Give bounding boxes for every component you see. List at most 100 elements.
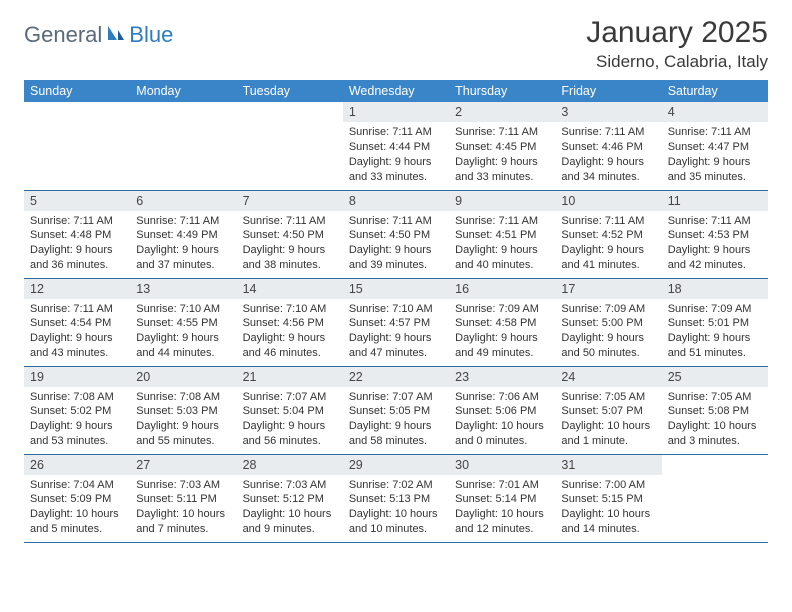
day-number: 16: [449, 279, 555, 299]
day-number: 4: [662, 102, 768, 122]
day-detail-line: Sunrise: 7:10 AM: [243, 302, 337, 317]
day-details: Sunrise: 7:05 AMSunset: 5:08 PMDaylight:…: [662, 387, 768, 453]
calendar-day-cell: 1Sunrise: 7:11 AMSunset: 4:44 PMDaylight…: [343, 102, 449, 190]
day-detail-line: Sunrise: 7:11 AM: [455, 125, 549, 140]
day-number: 30: [449, 455, 555, 475]
day-details: Sunrise: 7:11 AMSunset: 4:54 PMDaylight:…: [24, 299, 130, 365]
day-detail-line: Sunrise: 7:03 AM: [243, 478, 337, 493]
calendar-day-cell: 2Sunrise: 7:11 AMSunset: 4:45 PMDaylight…: [449, 102, 555, 190]
logo-text-blue: Blue: [129, 22, 173, 48]
day-details: Sunrise: 7:03 AMSunset: 5:12 PMDaylight:…: [237, 475, 343, 541]
calendar-day-cell: 24Sunrise: 7:05 AMSunset: 5:07 PMDayligh…: [555, 366, 661, 454]
calendar-day-cell: 6Sunrise: 7:11 AMSunset: 4:49 PMDaylight…: [130, 190, 236, 278]
day-details: [130, 122, 236, 129]
day-number: 8: [343, 191, 449, 211]
day-details: Sunrise: 7:00 AMSunset: 5:15 PMDaylight:…: [555, 475, 661, 541]
calendar-day-cell: 10Sunrise: 7:11 AMSunset: 4:52 PMDayligh…: [555, 190, 661, 278]
day-detail-line: Sunset: 5:08 PM: [668, 404, 762, 419]
day-details: Sunrise: 7:08 AMSunset: 5:03 PMDaylight:…: [130, 387, 236, 453]
day-detail-line: Daylight: 10 hours: [561, 507, 655, 522]
day-detail-line: and 56 minutes.: [243, 434, 337, 449]
day-detail-line: Sunset: 5:12 PM: [243, 492, 337, 507]
day-details: Sunrise: 7:03 AMSunset: 5:11 PMDaylight:…: [130, 475, 236, 541]
logo-sail-icon: [106, 24, 126, 47]
day-number: 18: [662, 279, 768, 299]
month-title: January 2025: [586, 16, 768, 50]
day-detail-line: Sunset: 5:01 PM: [668, 316, 762, 331]
day-details: Sunrise: 7:11 AMSunset: 4:49 PMDaylight:…: [130, 211, 236, 277]
day-detail-line: and 7 minutes.: [136, 522, 230, 537]
day-detail-line: Daylight: 9 hours: [136, 419, 230, 434]
day-number: 17: [555, 279, 661, 299]
day-details: [24, 122, 130, 129]
day-detail-line: Sunset: 5:04 PM: [243, 404, 337, 419]
day-detail-line: Sunrise: 7:07 AM: [349, 390, 443, 405]
day-detail-line: and 58 minutes.: [349, 434, 443, 449]
day-detail-line: Sunrise: 7:11 AM: [349, 125, 443, 140]
day-detail-line: Daylight: 9 hours: [561, 331, 655, 346]
day-detail-line: Sunrise: 7:09 AM: [561, 302, 655, 317]
day-detail-line: and 51 minutes.: [668, 346, 762, 361]
day-details: Sunrise: 7:11 AMSunset: 4:48 PMDaylight:…: [24, 211, 130, 277]
day-detail-line: Sunrise: 7:11 AM: [668, 125, 762, 140]
day-detail-line: Sunset: 5:09 PM: [30, 492, 124, 507]
calendar-week-row: 19Sunrise: 7:08 AMSunset: 5:02 PMDayligh…: [24, 366, 768, 454]
day-detail-line: and 40 minutes.: [455, 258, 549, 273]
calendar-day-cell: 13Sunrise: 7:10 AMSunset: 4:55 PMDayligh…: [130, 278, 236, 366]
day-number: 13: [130, 279, 236, 299]
day-detail-line: Sunset: 4:50 PM: [349, 228, 443, 243]
weekday-header: Friday: [555, 80, 661, 102]
day-detail-line: Sunrise: 7:01 AM: [455, 478, 549, 493]
day-detail-line: Sunset: 5:15 PM: [561, 492, 655, 507]
calendar-page: General Blue January 2025 Siderno, Calab…: [0, 0, 792, 559]
day-detail-line: Sunset: 5:03 PM: [136, 404, 230, 419]
day-detail-line: Sunset: 4:51 PM: [455, 228, 549, 243]
day-detail-line: and 3 minutes.: [668, 434, 762, 449]
calendar-week-row: 12Sunrise: 7:11 AMSunset: 4:54 PMDayligh…: [24, 278, 768, 366]
day-detail-line: and 55 minutes.: [136, 434, 230, 449]
day-detail-line: Sunset: 5:13 PM: [349, 492, 443, 507]
calendar-day-cell: 17Sunrise: 7:09 AMSunset: 5:00 PMDayligh…: [555, 278, 661, 366]
calendar-day-cell: 23Sunrise: 7:06 AMSunset: 5:06 PMDayligh…: [449, 366, 555, 454]
day-detail-line: Daylight: 9 hours: [349, 419, 443, 434]
day-number: 27: [130, 455, 236, 475]
day-detail-line: Sunrise: 7:11 AM: [30, 302, 124, 317]
day-detail-line: and 34 minutes.: [561, 170, 655, 185]
day-detail-line: Daylight: 10 hours: [30, 507, 124, 522]
day-detail-line: and 50 minutes.: [561, 346, 655, 361]
calendar-day-cell: 19Sunrise: 7:08 AMSunset: 5:02 PMDayligh…: [24, 366, 130, 454]
calendar-day-cell: 8Sunrise: 7:11 AMSunset: 4:50 PMDaylight…: [343, 190, 449, 278]
day-detail-line: Sunset: 4:55 PM: [136, 316, 230, 331]
day-number: 21: [237, 367, 343, 387]
day-details: Sunrise: 7:07 AMSunset: 5:05 PMDaylight:…: [343, 387, 449, 453]
day-detail-line: Daylight: 9 hours: [561, 155, 655, 170]
calendar-day-cell: 9Sunrise: 7:11 AMSunset: 4:51 PMDaylight…: [449, 190, 555, 278]
day-details: Sunrise: 7:11 AMSunset: 4:46 PMDaylight:…: [555, 122, 661, 188]
calendar-day-cell: 3Sunrise: 7:11 AMSunset: 4:46 PMDaylight…: [555, 102, 661, 190]
weekday-header: Saturday: [662, 80, 768, 102]
day-detail-line: Daylight: 9 hours: [455, 243, 549, 258]
calendar-day-cell: [237, 102, 343, 190]
day-details: Sunrise: 7:05 AMSunset: 5:07 PMDaylight:…: [555, 387, 661, 453]
calendar-week-row: 5Sunrise: 7:11 AMSunset: 4:48 PMDaylight…: [24, 190, 768, 278]
day-number: 23: [449, 367, 555, 387]
day-detail-line: Sunset: 5:02 PM: [30, 404, 124, 419]
day-detail-line: and 41 minutes.: [561, 258, 655, 273]
day-detail-line: Sunset: 4:49 PM: [136, 228, 230, 243]
calendar-day-cell: [130, 102, 236, 190]
day-number: 20: [130, 367, 236, 387]
day-detail-line: Daylight: 10 hours: [455, 419, 549, 434]
calendar-day-cell: 15Sunrise: 7:10 AMSunset: 4:57 PMDayligh…: [343, 278, 449, 366]
day-detail-line: Sunset: 4:58 PM: [455, 316, 549, 331]
calendar-day-cell: 25Sunrise: 7:05 AMSunset: 5:08 PMDayligh…: [662, 366, 768, 454]
day-detail-line: and 0 minutes.: [455, 434, 549, 449]
calendar-table: Sunday Monday Tuesday Wednesday Thursday…: [24, 80, 768, 543]
day-number: 10: [555, 191, 661, 211]
calendar-day-cell: 11Sunrise: 7:11 AMSunset: 4:53 PMDayligh…: [662, 190, 768, 278]
day-detail-line: Daylight: 9 hours: [243, 331, 337, 346]
day-details: Sunrise: 7:11 AMSunset: 4:47 PMDaylight:…: [662, 122, 768, 188]
day-detail-line: Sunrise: 7:11 AM: [455, 214, 549, 229]
calendar-day-cell: 21Sunrise: 7:07 AMSunset: 5:04 PMDayligh…: [237, 366, 343, 454]
day-detail-line: Sunrise: 7:08 AM: [136, 390, 230, 405]
day-detail-line: Sunset: 5:05 PM: [349, 404, 443, 419]
